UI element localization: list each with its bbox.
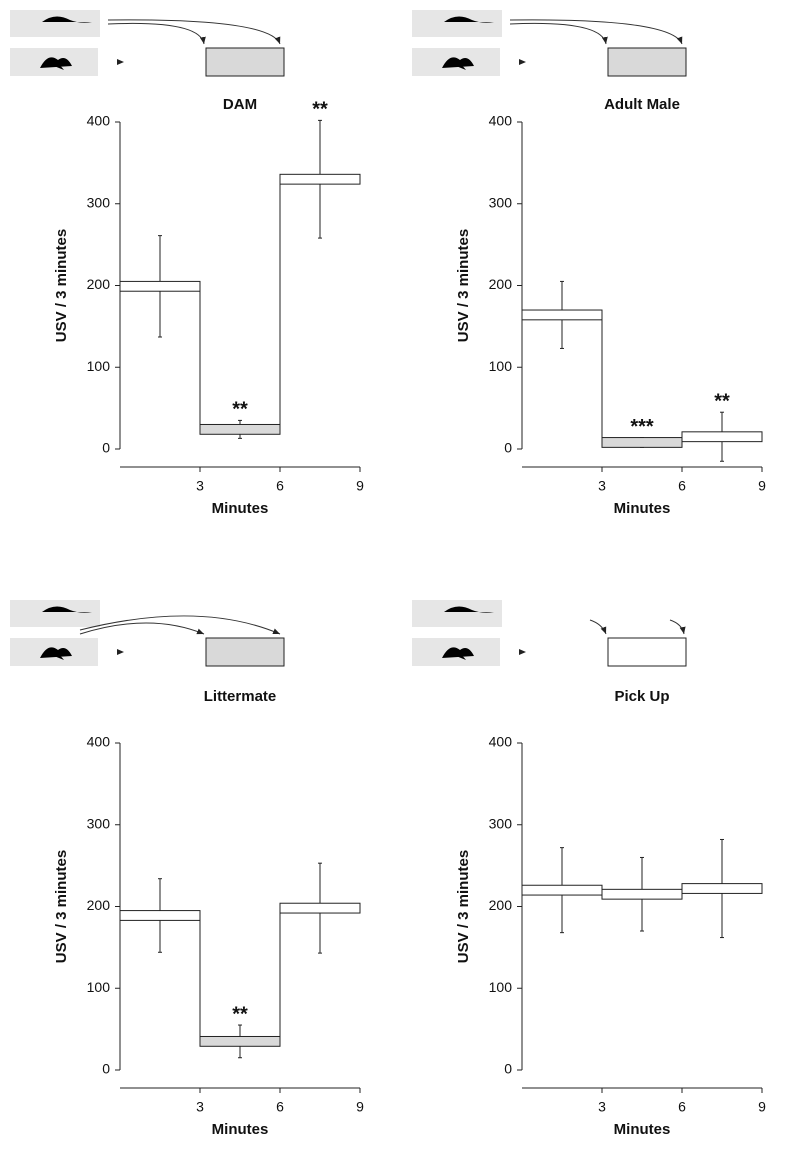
x-tick-label: 6 xyxy=(678,1099,686,1115)
y-tick-label: 100 xyxy=(489,979,513,995)
x-axis-label: Minutes xyxy=(212,500,269,517)
chart-title: Littermate xyxy=(204,688,277,705)
y-tick-label: 0 xyxy=(504,440,512,456)
x-tick-label: 3 xyxy=(196,1099,204,1115)
y-tick-label: 200 xyxy=(489,897,513,913)
schematic xyxy=(10,600,362,667)
box xyxy=(119,910,201,921)
box xyxy=(279,902,361,914)
y-tick-label: 100 xyxy=(87,979,111,995)
x-tick-label: 3 xyxy=(196,478,204,494)
schematic xyxy=(412,600,764,667)
schematic xyxy=(412,10,764,77)
y-tick-label: 100 xyxy=(87,358,111,374)
x-tick-label: 9 xyxy=(356,1099,364,1115)
y-tick-label: 200 xyxy=(87,897,111,913)
x-axis-label: Minutes xyxy=(614,500,671,517)
x-tick-label: 3 xyxy=(598,1099,606,1115)
y-axis-label: USV / 3 minutes xyxy=(53,850,70,963)
box xyxy=(681,431,763,443)
box xyxy=(199,1035,281,1047)
schematic xyxy=(10,10,362,77)
x-tick-label: 9 xyxy=(758,478,766,494)
x-tick-label: 9 xyxy=(758,1099,766,1115)
y-tick-label: 100 xyxy=(489,358,513,374)
significance: *** xyxy=(630,416,654,438)
y-tick-label: 400 xyxy=(87,113,111,129)
significance: ** xyxy=(232,1003,248,1025)
significance: ** xyxy=(714,390,730,412)
y-tick-label: 0 xyxy=(504,1061,512,1077)
x-axis-label: Minutes xyxy=(614,1121,671,1138)
x-axis-label: Minutes xyxy=(212,1121,269,1138)
y-tick-label: 200 xyxy=(87,276,111,292)
y-tick-label: 300 xyxy=(87,815,111,831)
y-axis-label: USV / 3 minutes xyxy=(455,229,472,342)
box xyxy=(521,309,603,321)
chart-title: Pick Up xyxy=(614,688,669,705)
y-tick-label: 0 xyxy=(102,440,110,456)
y-tick-label: 300 xyxy=(87,194,111,210)
box xyxy=(521,884,603,896)
chart-title: DAM xyxy=(223,96,257,113)
y-tick-label: 0 xyxy=(102,1061,110,1077)
x-tick-label: 6 xyxy=(678,478,686,494)
y-axis-label: USV / 3 minutes xyxy=(53,229,70,342)
significance: ** xyxy=(232,399,248,421)
y-tick-label: 400 xyxy=(489,113,513,129)
x-tick-label: 6 xyxy=(276,1099,284,1115)
significance: ** xyxy=(312,99,328,121)
y-tick-label: 400 xyxy=(489,734,513,750)
box xyxy=(279,173,361,185)
x-tick-label: 9 xyxy=(356,478,364,494)
y-tick-label: 300 xyxy=(489,815,513,831)
x-tick-label: 6 xyxy=(276,478,284,494)
y-tick-label: 400 xyxy=(87,734,111,750)
box xyxy=(199,423,281,435)
y-tick-label: 200 xyxy=(489,276,513,292)
box xyxy=(119,280,201,292)
x-tick-label: 3 xyxy=(598,478,606,494)
y-tick-label: 300 xyxy=(489,194,513,210)
y-axis-label: USV / 3 minutes xyxy=(455,850,472,963)
box xyxy=(601,888,683,900)
box xyxy=(601,437,683,448)
chart-title: Adult Male xyxy=(604,96,680,113)
box xyxy=(681,883,763,894)
